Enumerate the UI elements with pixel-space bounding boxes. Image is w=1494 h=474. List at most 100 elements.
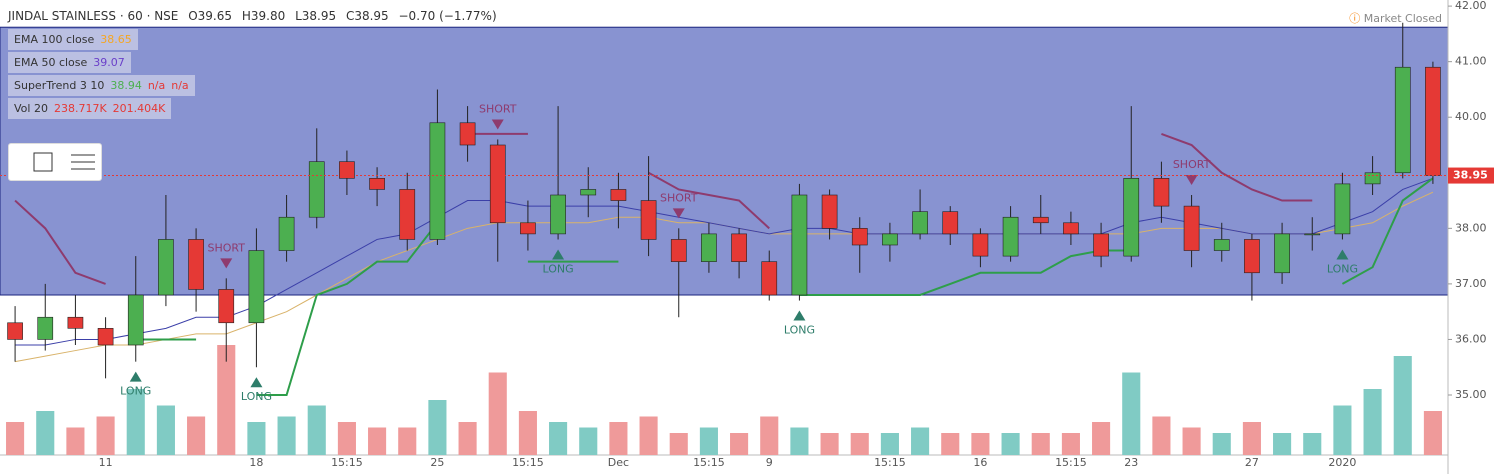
legend-value: n/a xyxy=(147,79,166,92)
candle-body xyxy=(1394,66,1411,174)
signal-arrow xyxy=(129,371,142,382)
signal-arrow xyxy=(220,258,233,269)
legend-name: EMA 50 close xyxy=(14,56,88,69)
signal-label: SHORT xyxy=(660,191,698,204)
legend-name: Vol 20 xyxy=(14,102,48,115)
y-tick-label: 40.00 xyxy=(1455,110,1487,123)
volume-bar xyxy=(488,372,507,455)
x-tick-label: Dec xyxy=(608,456,629,469)
last-price-tag xyxy=(1448,167,1494,184)
x-tick-label: 11 xyxy=(99,456,113,469)
volume-bar xyxy=(247,422,266,455)
candle-body xyxy=(1153,178,1170,207)
volume-bar xyxy=(217,345,236,455)
header: JINDAL STAINLESS · 60 · NSE O39.65 H39.8… xyxy=(8,9,503,23)
candle-body xyxy=(278,216,295,251)
signal-label: LONG xyxy=(120,385,151,398)
candle-body xyxy=(1002,216,1019,257)
volume-bar xyxy=(187,416,206,455)
x-tick-label: 15:15 xyxy=(693,456,725,469)
x-tick-label: 27 xyxy=(1245,456,1259,469)
signal-label: LONG xyxy=(1327,262,1358,275)
legend-value: 238.717K xyxy=(53,102,107,115)
legend-value: 39.07 xyxy=(93,56,125,69)
legend-value: 201.404K xyxy=(112,102,166,115)
candle-body xyxy=(248,250,265,324)
ohlc-open: O39.65 xyxy=(188,9,233,23)
candle-body xyxy=(912,211,928,235)
candle-body xyxy=(882,233,898,246)
volume-bar xyxy=(337,422,356,455)
volume-bar xyxy=(6,422,25,455)
x-tick-label: 2020 xyxy=(1328,456,1356,469)
volume-bar xyxy=(1212,433,1231,455)
candle-body xyxy=(67,316,84,329)
tool-icons xyxy=(33,152,95,172)
candle-body xyxy=(369,178,385,190)
x-tick-label: 9 xyxy=(766,456,773,469)
legend-value: n/a xyxy=(171,79,189,92)
drawing-tools[interactable] xyxy=(8,143,102,181)
legend-item: EMA 100 close 38.65 xyxy=(8,29,138,50)
candle-body xyxy=(339,161,355,179)
market-status: ⓘ Market Closed xyxy=(1349,12,1442,25)
candle-body xyxy=(1364,172,1381,185)
ohlc-high: H39.80 xyxy=(241,9,286,23)
volume-bar xyxy=(1061,433,1080,455)
candle-body xyxy=(429,122,446,240)
volume-bar xyxy=(669,433,688,455)
candle-body xyxy=(731,233,747,262)
rect-tool[interactable] xyxy=(33,152,53,172)
candle-body xyxy=(821,194,838,229)
legend: EMA 100 close 38.65 EMA 50 close 39.07 Super… xyxy=(8,29,195,121)
volume-bar xyxy=(277,416,296,455)
volume-bar xyxy=(850,433,869,455)
legend-name: EMA 100 close xyxy=(14,33,95,46)
volume-bar xyxy=(790,427,809,455)
range-box xyxy=(0,26,1449,296)
candle-body xyxy=(670,239,687,262)
signal-label: LONG xyxy=(543,262,574,275)
candle-body xyxy=(308,161,325,218)
volume-bar xyxy=(1303,433,1322,455)
legend-item: Vol 20 238.717K 201.404K xyxy=(8,98,172,119)
candle-body xyxy=(550,194,566,235)
signal-arrow xyxy=(1185,175,1198,185)
volume-bar xyxy=(911,427,930,455)
candle-body xyxy=(1123,178,1140,257)
volume-bar xyxy=(549,422,568,455)
candle-body xyxy=(610,189,627,201)
candle-body xyxy=(127,294,144,346)
candle-body xyxy=(97,328,114,346)
candle-body xyxy=(1213,239,1230,251)
candle-body xyxy=(640,200,657,240)
x-tick-label: 16 xyxy=(973,456,987,469)
candle-body xyxy=(158,239,174,296)
volume-bar xyxy=(1122,372,1141,455)
volume-bar xyxy=(971,433,990,455)
volume-bar xyxy=(880,433,899,455)
volume-bar xyxy=(609,422,628,455)
volume-bar xyxy=(760,416,779,455)
signal-arrow xyxy=(672,208,685,219)
candle-body xyxy=(580,189,597,196)
x-tick-label: 18 xyxy=(249,456,263,469)
signal-arrow xyxy=(1336,249,1349,260)
volume-bar xyxy=(1031,433,1050,455)
indicator-line xyxy=(14,132,1313,285)
volume-bar xyxy=(579,427,598,455)
legend-value: 38.65 xyxy=(100,33,132,46)
legend-name: SuperTrend 3 10 xyxy=(14,79,105,92)
x-tick-label: 15:15 xyxy=(512,456,544,469)
volume-bar xyxy=(126,389,145,455)
ohlc-close: C38.95 xyxy=(345,9,389,23)
volume-bar xyxy=(1363,389,1382,455)
x-tick-label: 15:15 xyxy=(874,456,906,469)
last-price-label: 38.95 xyxy=(1453,169,1488,182)
volume-bar xyxy=(941,433,960,455)
volume-bar xyxy=(730,433,749,455)
candle-body xyxy=(459,122,476,146)
candle-body xyxy=(188,239,204,290)
candle-body xyxy=(399,189,416,240)
